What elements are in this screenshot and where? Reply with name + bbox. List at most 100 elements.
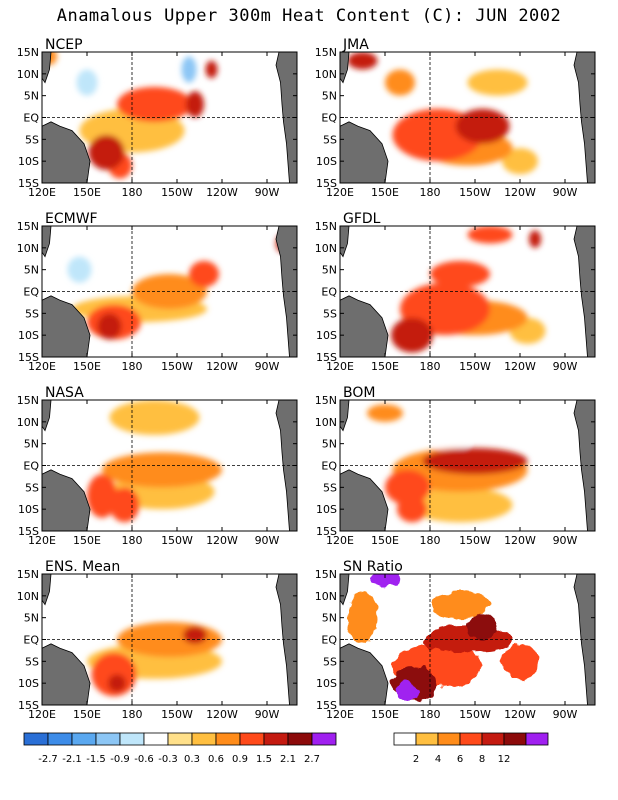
y-tick-label: 15S	[316, 177, 337, 190]
contour-blob	[347, 591, 378, 644]
land-mask	[340, 52, 350, 84]
y-tick-label: 10S	[18, 329, 39, 342]
y-tick-label: 5N	[24, 90, 39, 103]
contour-blob	[109, 400, 200, 435]
y-tick-label: 15S	[18, 525, 39, 538]
colorbar-swatch	[287, 732, 313, 746]
x-tick-label: 90W	[255, 708, 280, 721]
x-tick-label: 120E	[28, 186, 56, 199]
y-tick-label: 5S	[25, 307, 39, 320]
land-mask	[340, 469, 389, 531]
y-tick-label: EQ	[23, 286, 39, 299]
colorbar-swatch	[95, 732, 121, 746]
sn-colorbar-swatch	[525, 732, 549, 746]
y-tick-label: 10N	[315, 416, 337, 429]
y-tick-label: 15S	[18, 351, 39, 364]
y-tick-label: 5N	[322, 612, 337, 625]
x-tick-label: 150W	[161, 708, 193, 721]
x-tick-label: 120W	[504, 360, 536, 373]
sn-colorbar-swatch	[437, 732, 461, 746]
x-tick-label: 180	[420, 360, 441, 373]
y-tick-label: 10N	[315, 68, 337, 81]
sn-colorbar-swatch	[415, 732, 439, 746]
contour-blob	[467, 613, 498, 640]
colorbar-label: -0.9	[110, 754, 130, 765]
contour-blob	[502, 148, 538, 175]
colorbar-swatch	[311, 732, 337, 746]
contour-blob	[64, 604, 95, 631]
y-tick-label: EQ	[321, 286, 337, 299]
contour-blob	[108, 674, 126, 692]
contour-blob	[430, 591, 490, 618]
sn-colorbar-label: 4	[435, 754, 441, 765]
y-tick-label: 15S	[18, 699, 39, 712]
land-mask	[573, 52, 595, 183]
y-tick-label: 5S	[25, 133, 39, 146]
y-tick-label: 5N	[322, 438, 337, 451]
panel-title: ENS. Mean	[45, 559, 120, 575]
y-tick-label: 10N	[17, 242, 39, 255]
contour-blob	[205, 60, 218, 79]
sn-colorbar-label: 6	[457, 754, 463, 765]
x-tick-label: 150E	[73, 360, 101, 373]
x-tick-label: 90W	[553, 186, 578, 199]
contour-blob	[502, 643, 538, 679]
x-tick-label: 120E	[28, 360, 56, 373]
x-tick-label: 120W	[206, 534, 238, 547]
land-mask	[573, 226, 595, 357]
x-tick-label: 150E	[371, 534, 399, 547]
x-tick-label: 180	[420, 534, 441, 547]
land-mask	[340, 400, 350, 432]
contour-blob	[54, 430, 90, 457]
y-tick-label: 10N	[17, 68, 39, 81]
contour-blob	[237, 78, 261, 105]
x-tick-label: 150W	[459, 186, 491, 199]
sn-colorbar-swatch	[481, 732, 505, 746]
y-tick-label: EQ	[321, 634, 337, 647]
contour-blob	[97, 313, 122, 340]
x-tick-label: 150E	[73, 186, 101, 199]
x-tick-label: 120E	[28, 708, 56, 721]
land-mask	[340, 226, 350, 258]
contour-blob	[192, 574, 222, 601]
x-tick-label: 150W	[459, 534, 491, 547]
x-tick-label: 150W	[161, 186, 193, 199]
x-tick-label: 90W	[553, 360, 578, 373]
contour-blob	[102, 452, 222, 488]
contour-blob	[367, 404, 403, 422]
contour-blob	[222, 408, 252, 435]
y-tick-label: 5S	[25, 481, 39, 494]
land-mask	[340, 121, 389, 183]
contour-blob	[105, 578, 129, 596]
y-tick-label: 10S	[18, 677, 39, 690]
land-mask	[42, 400, 52, 432]
contour-blob	[467, 408, 543, 435]
y-tick-label: 15S	[316, 699, 337, 712]
sn-colorbar-swatch	[459, 732, 483, 746]
x-tick-label: 120E	[326, 708, 354, 721]
panel-title: NCEP	[45, 37, 83, 53]
x-tick-label: 90W	[553, 708, 578, 721]
contour-blob	[117, 86, 192, 122]
colorbar-label: -2.7	[38, 754, 58, 765]
y-tick-label: 5S	[323, 133, 337, 146]
x-tick-label: 120E	[326, 360, 354, 373]
contour-blob	[139, 234, 185, 261]
land-mask	[275, 226, 297, 357]
contour-blob	[467, 226, 513, 244]
contour-blob	[358, 234, 382, 261]
contour-blob	[189, 260, 219, 288]
colorbar-label: 0.3	[184, 754, 200, 765]
land-mask	[42, 643, 91, 705]
y-tick-label: 5S	[25, 655, 39, 668]
contour-blob	[430, 260, 490, 288]
colorbar-swatch	[263, 732, 289, 746]
contour-blob	[391, 317, 433, 353]
x-tick-label: 150W	[161, 360, 193, 373]
contour-blob	[395, 683, 420, 701]
x-tick-label: 150E	[371, 708, 399, 721]
contour-blob	[243, 434, 267, 470]
